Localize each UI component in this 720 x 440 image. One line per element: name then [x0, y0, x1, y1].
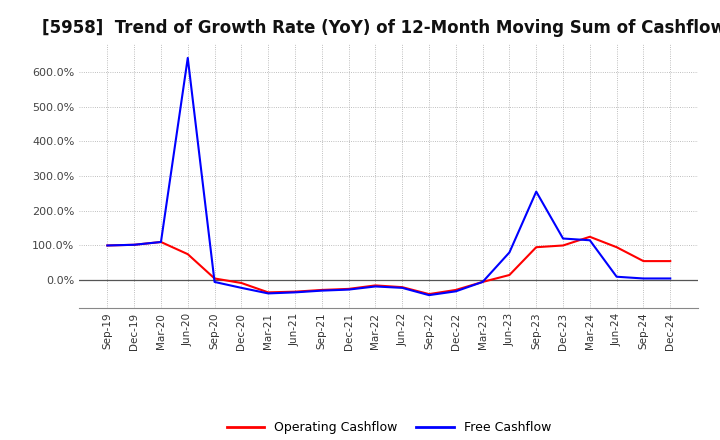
Title: [5958]  Trend of Growth Rate (YoY) of 12-Month Moving Sum of Cashflows: [5958] Trend of Growth Rate (YoY) of 12-… — [42, 19, 720, 37]
Legend: Operating Cashflow, Free Cashflow: Operating Cashflow, Free Cashflow — [222, 416, 556, 439]
